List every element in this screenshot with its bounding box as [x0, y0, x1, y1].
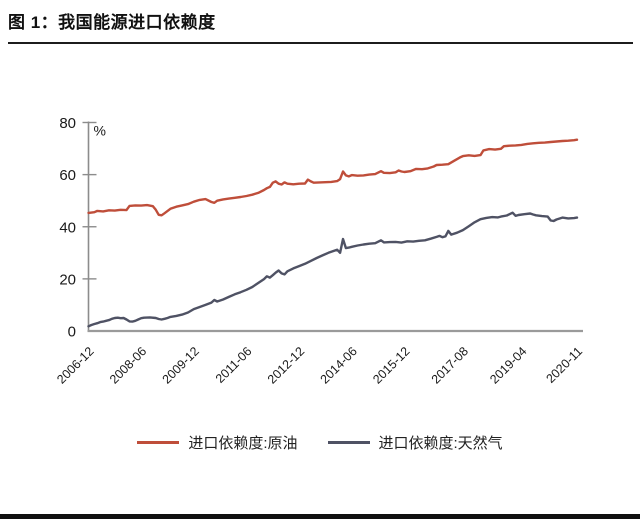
legend-item-gas: 进口依赖度:天然气 [327, 432, 503, 453]
footer-rule-bar [0, 514, 640, 519]
x-tick-label: 2020-11 [543, 344, 585, 386]
title-underline-rule [8, 42, 633, 44]
y-tick-label: 80 [59, 115, 76, 132]
gas-line-swatch [327, 441, 370, 444]
x-tick-label: 2012-12 [265, 344, 307, 386]
x-tick-label: 2019-04 [487, 344, 529, 386]
x-tick-label: 2011-06 [213, 344, 255, 386]
x-tick-label: 2015-12 [370, 344, 412, 386]
x-tick-label: 2017-08 [429, 344, 471, 386]
legend-label-oil: 进口依赖度:原油 [188, 435, 298, 452]
legend-item-oil: 进口依赖度:原油 [137, 432, 298, 453]
y-tick-label: 0 [68, 324, 76, 341]
x-tick-label: 2014-06 [318, 344, 360, 386]
figure-title: 图 1：我国能源进口依赖度 [8, 13, 216, 32]
oil-series-line [87, 138, 579, 217]
oil-line-swatch [137, 441, 180, 444]
x-tick-label: 2006-12 [54, 344, 96, 386]
y-axis-unit-label: % [94, 123, 106, 139]
y-tick-label: 20 [59, 271, 76, 288]
legend-label-gas: 进口依赖度:天然气 [378, 435, 503, 452]
x-tick-label: 2009-12 [160, 344, 202, 386]
y-tick-label: 60 [59, 167, 76, 184]
y-tick-label: 40 [59, 219, 76, 236]
chart-legend: 进口依赖度:原油 进口依赖度:天然气 [0, 432, 640, 453]
x-tick-label: 2008-06 [107, 344, 149, 386]
gas-series-line [87, 211, 579, 328]
